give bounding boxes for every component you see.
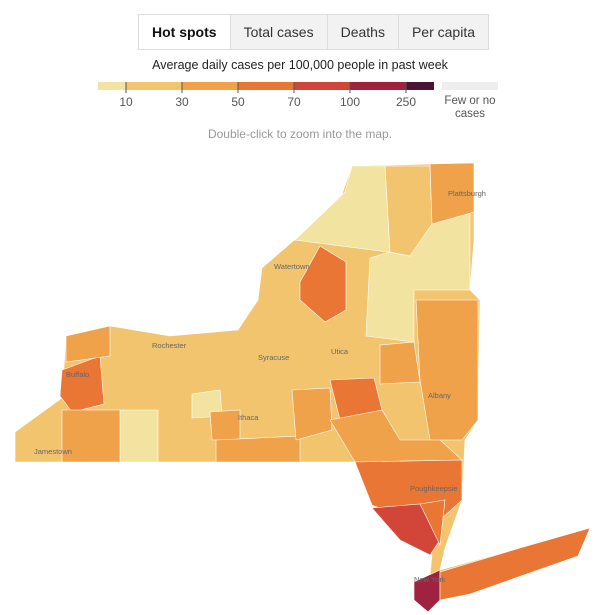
tab[interactable]: Total cases [229, 15, 327, 49]
place-label: Ithaca [238, 413, 259, 422]
place-labels: Plattsburgh Watertown Rochester Buffalo Syra… [34, 189, 486, 584]
place-label: New York [414, 575, 446, 584]
region [119, 409, 159, 463]
legend-tick-label: 30 [175, 95, 189, 109]
region [413, 569, 441, 613]
region [65, 325, 111, 363]
legend-swatch [406, 82, 434, 90]
tab[interactable]: Per capita [397, 15, 488, 49]
place-label: Buffalo [66, 370, 89, 379]
region [354, 459, 463, 521]
legend-swatch [126, 82, 182, 90]
region [429, 162, 475, 225]
region [191, 389, 223, 419]
legend-tick-label: 250 [396, 95, 416, 109]
region [299, 245, 347, 323]
tab[interactable]: Deaths [326, 15, 398, 49]
region [59, 355, 105, 413]
legend-tick-label: 100 [340, 95, 360, 109]
region [209, 409, 241, 441]
region [329, 409, 463, 463]
legend-swatch [98, 82, 126, 90]
place-label: Plattsburgh [448, 189, 486, 198]
place-label: Syracuse [258, 353, 289, 362]
hint: Double-click to zoom into the map. [207, 127, 393, 141]
legend-tick-label: 50 [231, 95, 245, 109]
no-data-swatch [442, 82, 498, 90]
legend-title: Average daily cases per 100,000 people i… [152, 58, 448, 72]
legend-swatch [238, 82, 294, 90]
tab-bar: Hot spots Total cases Deaths Per capita [138, 14, 490, 50]
place-label: Jamestown [34, 447, 72, 456]
region [419, 499, 446, 547]
legend-tick-label: 70 [287, 95, 301, 109]
region [215, 435, 301, 463]
state-map [14, 162, 591, 613]
state [14, 162, 591, 613]
legend: 10 30 50 70 100 250 [98, 82, 498, 109]
region [294, 165, 471, 343]
place-label: Utica [331, 347, 349, 356]
region [439, 527, 591, 601]
region [379, 341, 421, 385]
place-label: Poughkeepsie [410, 484, 458, 493]
region [371, 503, 441, 556]
legend-swatch [182, 82, 238, 90]
region [329, 377, 383, 421]
legend-tick-label: 10 [119, 95, 133, 109]
legend-swatch [294, 82, 350, 90]
region [61, 409, 121, 463]
legend-swatch [350, 82, 406, 90]
no-data-label: Few or no cases [444, 95, 496, 120]
region [384, 165, 433, 257]
region [291, 387, 333, 441]
region [415, 299, 479, 441]
place-label: Rochester [152, 341, 187, 350]
place-label: Watertown [274, 262, 310, 271]
place-label: Albany [428, 391, 451, 400]
tab[interactable]: Hot spots [139, 15, 230, 49]
